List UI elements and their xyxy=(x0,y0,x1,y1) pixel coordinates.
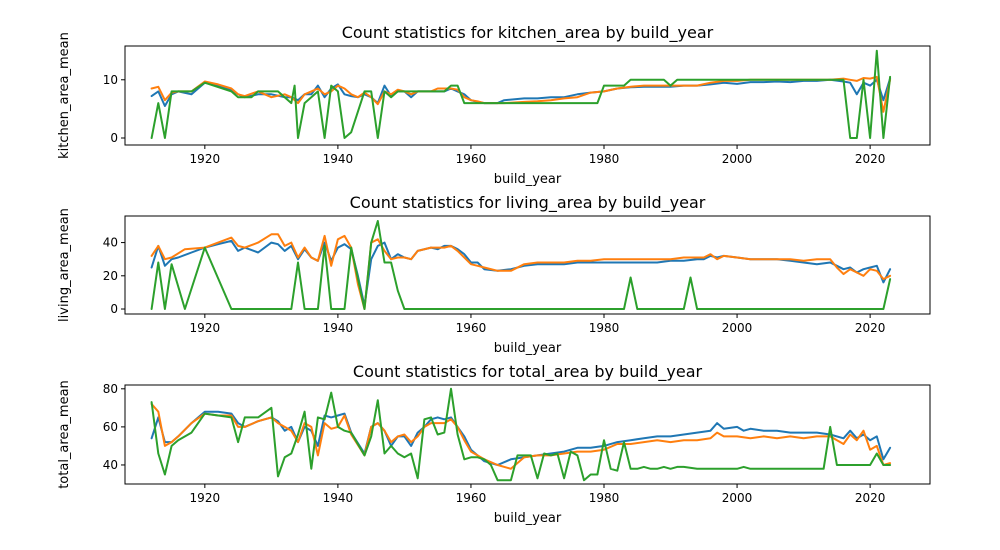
x-tick-label: 1940 xyxy=(323,152,354,166)
x-axis-label: build_year xyxy=(494,511,562,526)
series-line-orange xyxy=(150,403,892,470)
plot-frame xyxy=(124,384,931,485)
y-tick-label: 0 xyxy=(110,302,118,316)
x-tick-label: 1920 xyxy=(190,491,221,505)
y-tick-label: 40 xyxy=(103,236,118,250)
x-tick-label: 1920 xyxy=(190,321,221,335)
y-tick-label: 20 xyxy=(103,269,118,283)
series-line-green xyxy=(150,49,892,139)
x-tick-label: 1980 xyxy=(589,321,620,335)
x-tick-label: 1980 xyxy=(589,491,620,505)
x-tick-label: 1940 xyxy=(323,321,354,335)
y-tick-label: 0 xyxy=(110,131,118,145)
chart-title: Count statistics for total_area by build… xyxy=(353,362,703,382)
x-tick-label: 2020 xyxy=(855,491,886,505)
y-tick-label: 40 xyxy=(103,458,118,472)
x-tick-label: 2020 xyxy=(855,321,886,335)
plot-frame xyxy=(124,215,931,315)
y-axis-label: living_area_mean xyxy=(57,208,72,322)
y-axis-label: total_area_mean xyxy=(57,380,72,489)
y-tick-label: 10 xyxy=(103,73,118,87)
chart-title: Count statistics for living_area by buil… xyxy=(350,193,706,213)
y-tick-label: 60 xyxy=(103,420,118,434)
x-tick-label: 2000 xyxy=(722,321,753,335)
x-tick-label: 1960 xyxy=(456,491,487,505)
x-axis-label: build_year xyxy=(494,341,562,356)
series-line-green xyxy=(150,220,892,310)
x-tick-label: 1960 xyxy=(456,321,487,335)
subplot-3: 1920 1940 1960 1980 2000 2020 40 60 80 Count stat… xyxy=(57,362,931,526)
x-tick-label: 1960 xyxy=(456,152,487,166)
x-tick-label: 1940 xyxy=(323,491,354,505)
series-line-green xyxy=(150,387,892,482)
y-axis-label: kitchen_area_mean xyxy=(57,32,72,159)
chart-title: Count statistics for kitchen_area by bui… xyxy=(342,23,714,43)
y-tick-label: 80 xyxy=(103,382,118,396)
x-axis-label: build_year xyxy=(494,172,562,187)
x-tick-label: 1920 xyxy=(190,152,221,166)
series-line-blue xyxy=(150,239,892,307)
subplot-2: 1920 1940 1960 1980 2000 2020 0 20 40 Count stati… xyxy=(57,193,931,356)
plot-frame xyxy=(124,45,931,146)
x-tick-label: 2000 xyxy=(722,491,753,505)
x-tick-label: 2020 xyxy=(855,152,886,166)
series-line-orange xyxy=(150,233,892,310)
x-tick-label: 1980 xyxy=(589,152,620,166)
x-tick-label: 2000 xyxy=(722,152,753,166)
subplot-1: 1920 1940 1960 1980 2000 2020 0 10 Count statist… xyxy=(57,23,931,187)
